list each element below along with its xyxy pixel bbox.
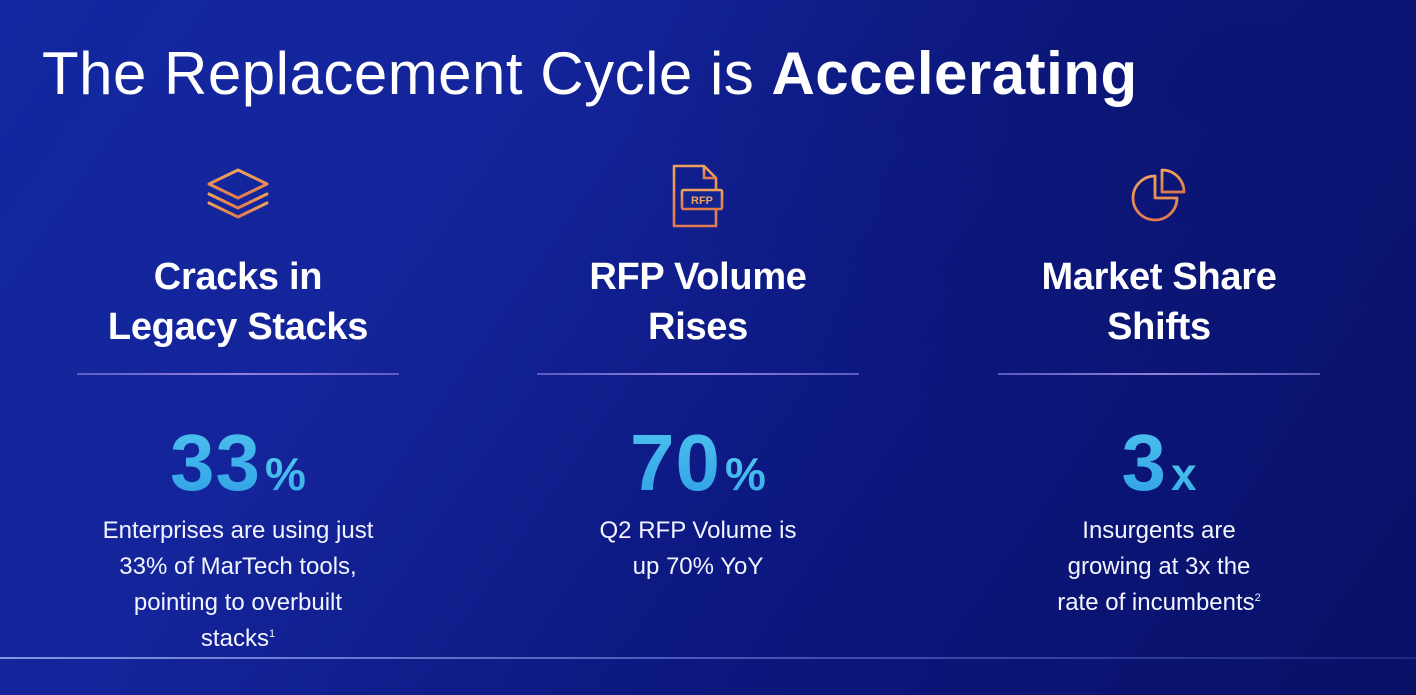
- desc-line: growing at 3x the: [1067, 553, 1251, 580]
- stat-description: Insurgents are growing at 3x the rate of…: [998, 513, 1320, 621]
- stat-unit: %: [265, 448, 306, 500]
- stat-description: Enterprises are using just 33% of MarTec…: [77, 513, 399, 657]
- desc-line-with-footnote: rate of incumbents2: [998, 585, 1320, 621]
- title-bold-text: Accelerating: [771, 40, 1138, 107]
- desc-line: Enterprises are using just: [102, 517, 374, 544]
- stat-figure: 70%: [537, 423, 859, 503]
- desc-line: Q2 RFP Volume is: [599, 517, 797, 544]
- desc-line: pointing to overbuilt: [133, 589, 343, 616]
- card-heading-line-2: Shifts: [1107, 306, 1211, 348]
- stat-unit: x: [1170, 448, 1197, 500]
- stat-card-rfp-volume: RFP RFP Volume Rises 70% Q2 RFP Volume i…: [537, 160, 859, 585]
- slide-title: The Replacement Cycle is Accelerating: [42, 38, 1138, 110]
- stat-figure: 33%: [77, 423, 399, 503]
- desc-line: up 70% YoY: [632, 553, 764, 580]
- card-divider: [77, 373, 399, 375]
- stat-figure: 3x: [998, 423, 1320, 503]
- title-light-text: The Replacement Cycle is: [42, 40, 772, 107]
- desc-line-with-footnote: stacks1: [77, 621, 399, 657]
- stat-description: Q2 RFP Volume is up 70% YoY: [537, 513, 859, 585]
- pie-chart-icon: [998, 160, 1320, 232]
- card-heading-line-1: Market Share: [1041, 256, 1277, 298]
- stat-unit: %: [725, 448, 766, 500]
- footnote-marker: 1: [268, 628, 276, 640]
- card-heading: RFP Volume Rises: [537, 252, 859, 362]
- desc-line: Insurgents are: [1082, 517, 1236, 544]
- desc-line: 33% of MarTech tools,: [119, 553, 357, 580]
- card-heading-line-1: Cracks in: [153, 256, 323, 298]
- rfp-document-icon: RFP: [537, 160, 859, 232]
- card-divider: [998, 373, 1320, 375]
- footnote-marker: 2: [1254, 592, 1261, 604]
- card-heading-line-1: RFP Volume: [589, 256, 807, 298]
- stat-value: 3: [1121, 418, 1167, 507]
- layers-stack-icon: [77, 160, 399, 232]
- card-heading-line-2: Legacy Stacks: [107, 306, 369, 348]
- card-divider: [537, 373, 859, 375]
- card-heading: Cracks in Legacy Stacks: [77, 252, 399, 362]
- stat-value: 70: [630, 418, 722, 507]
- rfp-icon-label: RFP: [691, 195, 713, 207]
- bottom-rule: [0, 657, 1416, 659]
- stat-card-legacy-stacks: Cracks in Legacy Stacks 33% Enterprises …: [77, 160, 399, 657]
- card-heading: Market Share Shifts: [998, 252, 1320, 362]
- desc-line: stacks: [200, 625, 269, 652]
- desc-line: rate of incumbents: [1057, 589, 1255, 616]
- stat-card-market-share: Market Share Shifts 3x Insurgents are gr…: [998, 160, 1320, 621]
- stat-value: 33: [170, 418, 262, 507]
- card-heading-line-2: Rises: [648, 306, 748, 348]
